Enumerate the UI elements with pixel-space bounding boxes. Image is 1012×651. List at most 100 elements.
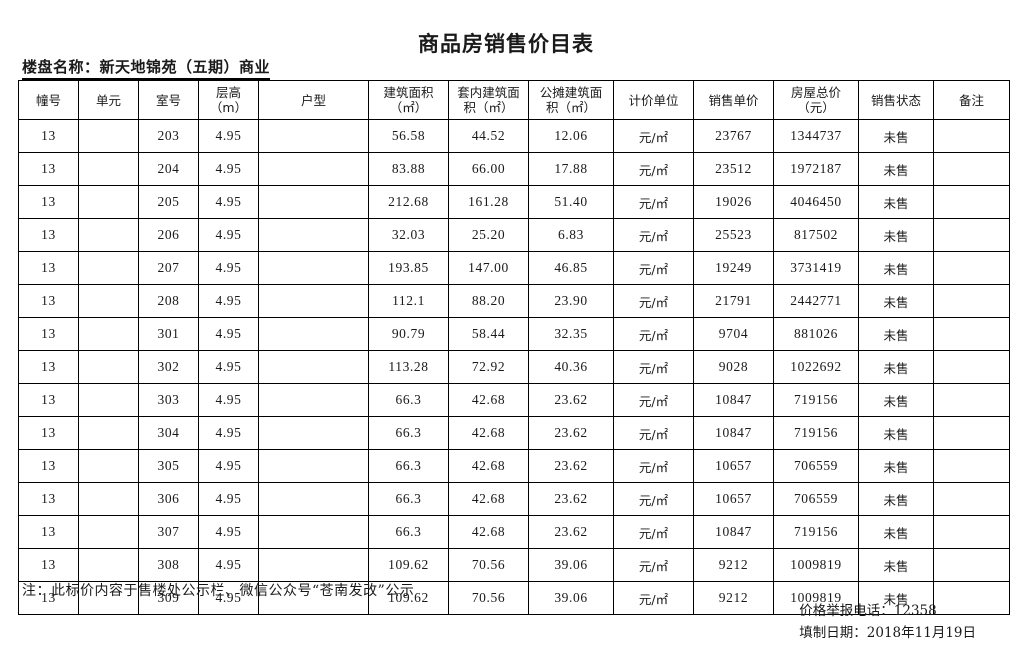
- cell-total_price: 1022692: [773, 350, 859, 384]
- cell-shared_area: 23.62: [528, 383, 614, 417]
- cell-room: 301: [138, 317, 199, 351]
- cell-room: 309: [138, 581, 199, 615]
- column-header-label: 单元: [95, 92, 121, 108]
- cell-unit: [78, 548, 139, 582]
- table-row[interactable]: 13 304 4.95 66.3 42.68 23.62 元/㎡ 10847 719156 未售: [18, 416, 1010, 450]
- cell-inner_area: 72.92: [448, 350, 529, 384]
- cell-total_price: 2442771: [773, 284, 859, 318]
- table-header: 幢号 单元 室号 层高 （m） 户型 建筑面积 （㎡） 套内建筑面 积（㎡） 公摊建筑面 积（㎡） 计价…: [18, 80, 1010, 120]
- cell-inner_area: 42.68: [448, 383, 529, 417]
- cell-price_unit: 元/㎡: [613, 548, 694, 582]
- cell-unit_price: 19026: [693, 185, 774, 219]
- page-title: 商品房销售价目表: [418, 31, 594, 56]
- table-row[interactable]: 13 205 4.95 212.68 161.28 51.40 元/㎡ 19026 404645…: [18, 185, 1010, 219]
- table-row[interactable]: 13 204 4.95 83.88 66.00 17.88 元/㎡ 23512 1972187 未…: [18, 152, 1010, 186]
- table-row[interactable]: 13 308 4.95 109.62 70.56 39.06 元/㎡ 9212 1009819 未…: [18, 548, 1010, 582]
- cell-shared_area: 39.06: [528, 548, 614, 582]
- table-row[interactable]: 13 208 4.95 112.1 88.20 23.90 元/㎡ 21791 2442771 未…: [18, 284, 1010, 318]
- cell-remark: [933, 284, 1010, 318]
- cell-building: 13: [18, 251, 79, 285]
- column-header-label: 层高: [215, 85, 241, 100]
- cell-unit: [78, 119, 139, 153]
- cell-total_price: 719156: [773, 383, 859, 417]
- cell-unit_price: 21791: [693, 284, 774, 318]
- cell-unit: [78, 482, 139, 516]
- cell-inner_area: 70.56: [448, 548, 529, 582]
- cell-status: 未售: [858, 119, 934, 153]
- table-row[interactable]: 13 206 4.95 32.03 25.20 6.83 元/㎡ 25523 817502 未售: [18, 218, 1010, 252]
- column-header-label: 公摊建筑面: [539, 85, 603, 100]
- cell-floor_height: 4.95: [198, 581, 259, 615]
- cell-remark: [933, 548, 1010, 582]
- cell-layout: [258, 185, 369, 219]
- cell-room: 305: [138, 449, 199, 483]
- cell-status: 未售: [858, 383, 934, 417]
- cell-building: 13: [18, 515, 79, 549]
- cell-layout: [258, 317, 369, 351]
- cell-remark: [933, 251, 1010, 285]
- cell-floor_height: 4.95: [198, 317, 259, 351]
- cell-price_unit: 元/㎡: [613, 482, 694, 516]
- column-header-unit: 单元: [78, 80, 139, 120]
- cell-floor_height: 4.95: [198, 284, 259, 318]
- cell-shared_area: 46.85: [528, 251, 614, 285]
- cell-remark: [933, 350, 1010, 384]
- table-row[interactable]: 13 302 4.95 113.28 72.92 40.36 元/㎡ 9028 1022692 未…: [18, 350, 1010, 384]
- table-row[interactable]: 13 301 4.95 90.79 58.44 32.35 元/㎡ 9704 881026 未售: [18, 317, 1010, 351]
- cell-shared_area: 23.62: [528, 482, 614, 516]
- cell-room: 306: [138, 482, 199, 516]
- column-header-status: 销售状态: [858, 80, 934, 120]
- cell-floor_height: 4.95: [198, 251, 259, 285]
- cell-unit_price: 23512: [693, 152, 774, 186]
- cell-unit: [78, 317, 139, 351]
- cell-building: 13: [18, 185, 79, 219]
- table-row[interactable]: 13 305 4.95 66.3 42.68 23.62 元/㎡ 10657 706559 未售: [18, 449, 1010, 483]
- cell-build_area: 109.62: [368, 548, 449, 582]
- table-row[interactable]: 13 303 4.95 66.3 42.68 23.62 元/㎡ 10847 719156 未售: [18, 383, 1010, 417]
- cell-build_area: 32.03: [368, 218, 449, 252]
- cell-total_price: 706559: [773, 449, 859, 483]
- cell-shared_area: 12.06: [528, 119, 614, 153]
- table-body: 13 203 4.95 56.58 44.52 12.06 元/㎡ 23767 1344737 未…: [18, 119, 1010, 615]
- cell-shared_area: 23.62: [528, 449, 614, 483]
- cell-price_unit: 元/㎡: [613, 119, 694, 153]
- cell-room: 303: [138, 383, 199, 417]
- cell-unit: [78, 218, 139, 252]
- cell-remark: [933, 515, 1010, 549]
- price-table-container: 幢号 单元 室号 层高 （m） 户型 建筑面积 （㎡） 套内建筑面 积（㎡） 公摊建筑面 积（㎡） 计价…: [18, 80, 1010, 615]
- column-header-sublabel: （元）: [797, 100, 835, 115]
- column-header-label: 室号: [155, 92, 181, 108]
- cell-unit_price: 25523: [693, 218, 774, 252]
- cell-building: 13: [18, 581, 79, 615]
- table-row[interactable]: 13 207 4.95 193.85 147.00 46.85 元/㎡ 19249 373141…: [18, 251, 1010, 285]
- cell-inner_area: 58.44: [448, 317, 529, 351]
- cell-inner_area: 25.20: [448, 218, 529, 252]
- cell-shared_area: 17.88: [528, 152, 614, 186]
- table-row[interactable]: 13 203 4.95 56.58 44.52 12.06 元/㎡ 23767 1344737 未…: [18, 119, 1010, 153]
- cell-room: 308: [138, 548, 199, 582]
- column-header-label: 户型: [300, 92, 326, 108]
- table-row[interactable]: 13 309 4.95 109.62 70.56 39.06 元/㎡ 9212 1009819 未…: [18, 581, 1010, 615]
- cell-total_price: 817502: [773, 218, 859, 252]
- cell-price_unit: 元/㎡: [613, 383, 694, 417]
- cell-price_unit: 元/㎡: [613, 152, 694, 186]
- table-row[interactable]: 13 306 4.95 66.3 42.68 23.62 元/㎡ 10657 706559 未售: [18, 482, 1010, 516]
- table-row[interactable]: 13 307 4.95 66.3 42.68 23.62 元/㎡ 10847 719156 未售: [18, 515, 1010, 549]
- cell-building: 13: [18, 317, 79, 351]
- cell-layout: [258, 251, 369, 285]
- column-header-label: 幢号: [35, 92, 61, 108]
- cell-unit: [78, 284, 139, 318]
- cell-unit: [78, 185, 139, 219]
- cell-remark: [933, 383, 1010, 417]
- column-header-inner_area: 套内建筑面 积（㎡）: [448, 80, 529, 120]
- cell-total_price: 1009819: [773, 548, 859, 582]
- cell-inner_area: 42.68: [448, 449, 529, 483]
- cell-remark: [933, 185, 1010, 219]
- cell-building: 13: [18, 218, 79, 252]
- cell-layout: [258, 218, 369, 252]
- cell-status: 未售: [858, 515, 934, 549]
- cell-total_price: 1009819: [773, 581, 859, 615]
- cell-remark: [933, 449, 1010, 483]
- cell-status: 未售: [858, 218, 934, 252]
- cell-building: 13: [18, 284, 79, 318]
